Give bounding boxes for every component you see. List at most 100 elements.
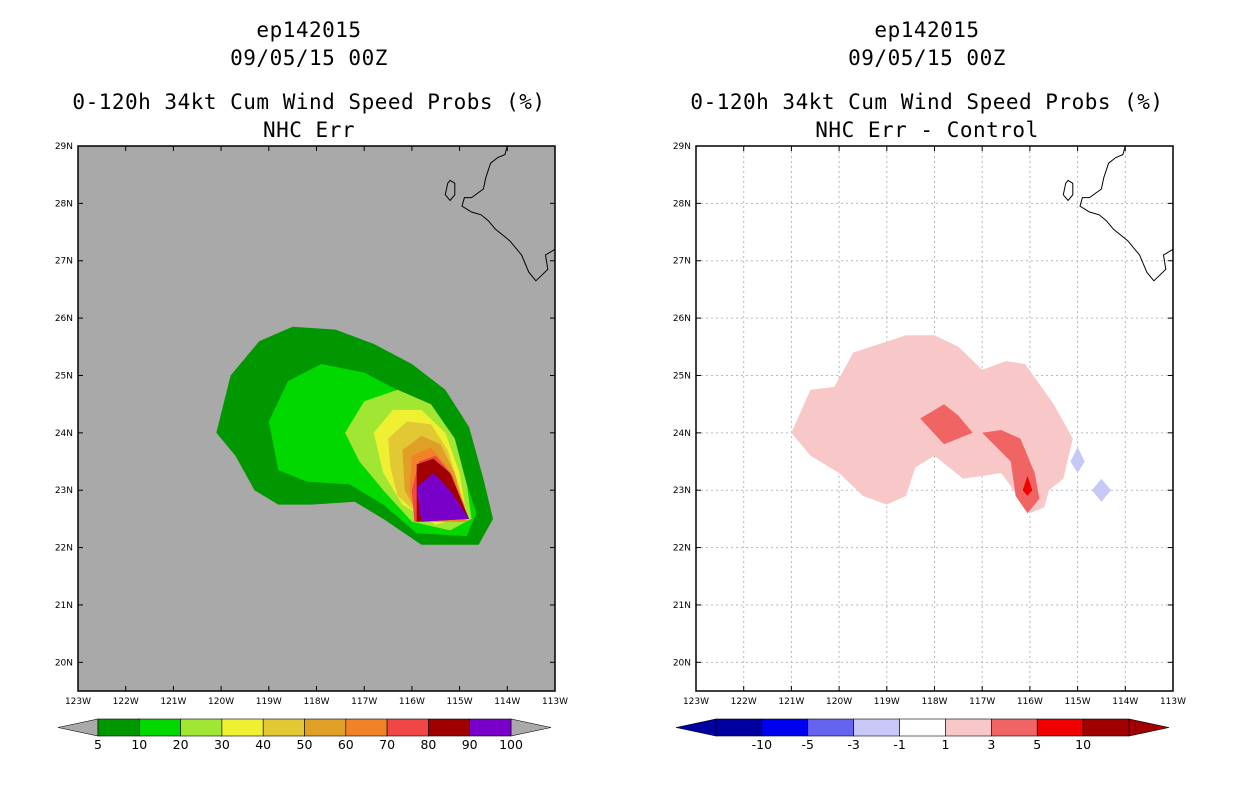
tick-marks bbox=[77, 145, 556, 691]
contour-level-3 bbox=[920, 404, 973, 445]
x-tick-label: 121W bbox=[160, 697, 186, 707]
x-tick-label: 120W bbox=[826, 697, 852, 707]
x-tick-label: 123W bbox=[65, 697, 91, 707]
colorbar-label: 10 bbox=[1075, 737, 1091, 752]
y-tick-label: 20N bbox=[55, 658, 73, 668]
colorbar-label: 5 bbox=[1033, 737, 1041, 752]
panel-nhc-err-minus-control: ep142015 09/05/15 00Z 0-120h 34kt Cum Wi… bbox=[618, 0, 1236, 800]
colorbar-label: 5 bbox=[94, 737, 102, 752]
colorbar-high-arrow bbox=[510, 718, 552, 737]
colorbar-swatch bbox=[262, 718, 305, 737]
colorbar-swatch bbox=[221, 718, 264, 737]
colorbar-swatch bbox=[345, 718, 388, 737]
x-tick-label: 119W bbox=[256, 697, 282, 707]
colorbar-swatch bbox=[1082, 718, 1130, 737]
colorbar-swatch bbox=[945, 718, 992, 737]
x-tick-label: 122W bbox=[731, 697, 757, 707]
x-tick-label: 116W bbox=[399, 697, 425, 707]
y-tick-label: 24N bbox=[673, 429, 691, 439]
colorbar-swatch bbox=[853, 718, 900, 737]
y-tick-label: 24N bbox=[55, 429, 73, 439]
x-tick-label: 113W bbox=[542, 697, 568, 707]
coastline-island bbox=[444, 179, 456, 202]
colorbar-label: 1 bbox=[941, 737, 949, 752]
chart-title: 0-120h 34kt Cum Wind Speed Probs (%) bbox=[690, 90, 1164, 114]
y-tick-label: 20N bbox=[673, 658, 691, 668]
x-tick-label: 116W bbox=[1017, 697, 1043, 707]
y-tick-label: 22N bbox=[673, 544, 691, 554]
storm-id: ep142015 bbox=[874, 18, 980, 42]
colorbar-swatch bbox=[180, 718, 223, 737]
probability-map: 123W 122W 121W 120W 119W 118W 117W 116W 115W 114W… bbox=[55, 142, 568, 752]
colorbar-label: 40 bbox=[255, 737, 271, 752]
tick-marks bbox=[695, 145, 1174, 691]
x-tick-label: 117W bbox=[351, 697, 377, 707]
forecast-datetime: 09/05/15 00Z bbox=[848, 46, 1006, 70]
contour-level-5 bbox=[1022, 475, 1033, 496]
colorbar-label: -10 bbox=[752, 737, 772, 752]
y-tick-label: 21N bbox=[55, 601, 73, 611]
y-tick-label: 23N bbox=[55, 486, 73, 496]
colorbar-swatch bbox=[1036, 718, 1084, 737]
colorbar-label: 10 bbox=[131, 737, 147, 752]
y-tick-label: 26N bbox=[55, 314, 73, 324]
y-tick-label: 25N bbox=[55, 371, 73, 381]
colorbar-label: 70 bbox=[379, 737, 395, 752]
colorbar-label: 90 bbox=[462, 737, 478, 752]
colorbar-label: 3 bbox=[987, 737, 995, 752]
difference-map: 123W 122W 121W 120W 119W 118W 117W 116W 115W 114W… bbox=[673, 142, 1186, 752]
colorbar-high-arrow bbox=[1128, 718, 1170, 737]
colorbar-swatch bbox=[139, 718, 181, 737]
y-tick-label: 29N bbox=[55, 142, 73, 152]
y-tick-label: 22N bbox=[55, 544, 73, 554]
x-tick-label: 115W bbox=[1065, 697, 1091, 707]
colorbar-swatch bbox=[304, 718, 347, 737]
colorbar-label: 30 bbox=[214, 737, 230, 752]
x-tick-label: 118W bbox=[303, 697, 329, 707]
y-tick-label: 27N bbox=[55, 257, 73, 267]
colorbar-label: 50 bbox=[297, 737, 313, 752]
contour-fills bbox=[216, 326, 494, 545]
colorbar-swatch bbox=[386, 718, 429, 737]
x-tick-label: 114W bbox=[1112, 697, 1138, 707]
x-tick-label: 114W bbox=[494, 697, 520, 707]
contour-level-neg1 bbox=[1070, 447, 1085, 473]
x-tick-label: 119W bbox=[874, 697, 900, 707]
colorbar-swatch bbox=[899, 718, 946, 737]
colorbar: -10 -5 -3 -1 1 3 5 10 bbox=[675, 718, 1170, 752]
contour-level-neg1 bbox=[1091, 478, 1111, 502]
chart-subtitle: NHC Err bbox=[262, 118, 355, 142]
colorbar-label: 60 bbox=[338, 737, 354, 752]
x-tick-label: 121W bbox=[778, 697, 804, 707]
colorbar-label: 80 bbox=[420, 737, 436, 752]
y-tick-label: 26N bbox=[673, 314, 691, 324]
y-tick-label: 23N bbox=[673, 486, 691, 496]
x-tick-label: 122W bbox=[113, 697, 139, 707]
x-tick-label: 117W bbox=[969, 697, 995, 707]
chart-subtitle: NHC Err - Control bbox=[815, 118, 1039, 142]
y-tick-label: 29N bbox=[673, 142, 691, 152]
gridlines bbox=[696, 146, 1173, 691]
y-tick-label: 25N bbox=[673, 371, 691, 381]
x-tick-label: 123W bbox=[683, 697, 709, 707]
x-tick-label: 118W bbox=[921, 697, 947, 707]
colorbar-low-arrow bbox=[57, 718, 99, 737]
x-tick-label: 120W bbox=[208, 697, 234, 707]
colorbar-label: 100 bbox=[499, 737, 523, 752]
colorbar-label: -3 bbox=[847, 737, 859, 752]
colorbar-label: -5 bbox=[802, 737, 814, 752]
y-tick-label: 21N bbox=[673, 601, 691, 611]
colorbar-swatch bbox=[991, 718, 1038, 737]
coastline bbox=[444, 146, 555, 282]
x-tick-label: 115W bbox=[447, 697, 473, 707]
forecast-datetime: 09/05/15 00Z bbox=[230, 46, 388, 70]
coastline-mainland bbox=[461, 146, 555, 282]
storm-id: ep142015 bbox=[256, 18, 362, 42]
y-tick-label: 27N bbox=[673, 257, 691, 267]
colorbar-low-arrow bbox=[675, 718, 717, 737]
chart-title: 0-120h 34kt Cum Wind Speed Probs (%) bbox=[72, 90, 546, 114]
contour-fills bbox=[791, 335, 1111, 514]
colorbar-label: -1 bbox=[893, 737, 905, 752]
y-tick-label: 28N bbox=[673, 199, 691, 209]
contour-level-90 bbox=[416, 473, 470, 522]
